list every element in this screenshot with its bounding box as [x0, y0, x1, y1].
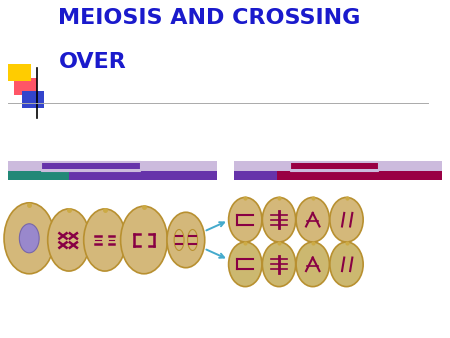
Ellipse shape — [262, 197, 296, 242]
Bar — [234, 161, 442, 171]
Ellipse shape — [296, 242, 329, 287]
Bar — [290, 163, 378, 169]
Bar — [40, 161, 140, 171]
Ellipse shape — [229, 242, 262, 287]
Ellipse shape — [330, 242, 363, 287]
Bar — [277, 171, 442, 180]
Ellipse shape — [121, 206, 167, 274]
Bar — [8, 161, 217, 171]
Ellipse shape — [4, 203, 54, 274]
Text: OVER: OVER — [58, 52, 126, 72]
Bar — [8, 64, 31, 81]
Bar — [22, 91, 44, 108]
Bar — [40, 163, 140, 169]
Bar — [69, 171, 217, 180]
Ellipse shape — [174, 230, 184, 250]
Text: MEIOSIS AND CROSSING: MEIOSIS AND CROSSING — [58, 8, 361, 28]
Ellipse shape — [48, 209, 90, 271]
Ellipse shape — [330, 197, 363, 242]
Ellipse shape — [296, 197, 329, 242]
Bar — [8, 171, 69, 180]
Ellipse shape — [19, 224, 39, 253]
Bar — [290, 161, 378, 171]
Bar — [234, 171, 277, 180]
Ellipse shape — [188, 230, 198, 250]
Bar — [14, 78, 37, 95]
Ellipse shape — [167, 212, 205, 268]
Ellipse shape — [262, 242, 296, 287]
Ellipse shape — [229, 197, 262, 242]
Ellipse shape — [84, 209, 126, 271]
